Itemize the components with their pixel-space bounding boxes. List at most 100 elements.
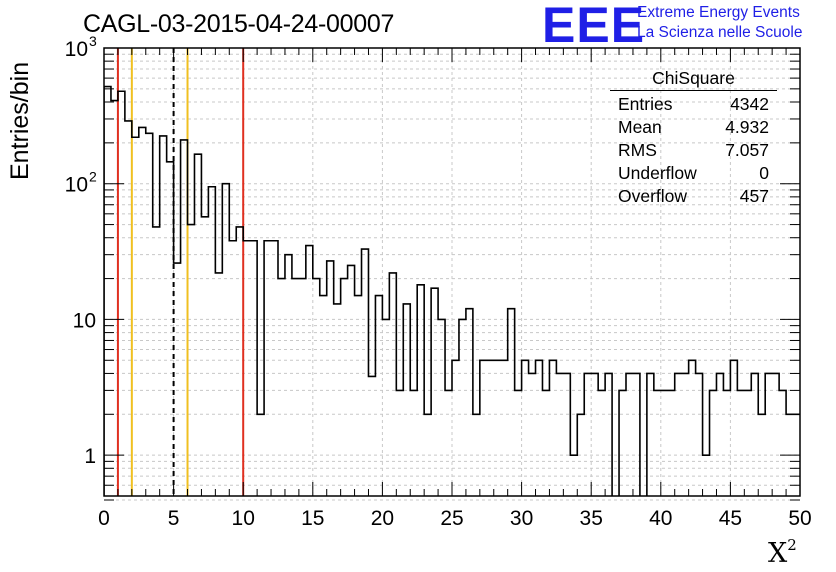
histogram-step-line: [104, 85, 800, 496]
histogram-bin: [459, 319, 466, 496]
histogram-bin: [529, 373, 536, 496]
histogram-bin: [257, 414, 264, 496]
histogram-bin: [619, 390, 626, 496]
histogram-bin: [737, 390, 744, 496]
chart-title: CAGL-03-2015-04-24-00007: [83, 10, 395, 38]
histogram-bin: [334, 304, 341, 496]
y-tick-exponent: 3: [89, 33, 97, 49]
x-tick-label: 15: [301, 507, 324, 530]
histogram-bin: [696, 373, 703, 496]
histogram-bin: [626, 373, 633, 496]
histogram-bin: [424, 414, 431, 496]
histogram-bin: [403, 304, 410, 496]
x-axis-label: X2: [768, 536, 797, 569]
histogram-bin: [445, 390, 452, 496]
histogram-bin: [730, 360, 737, 496]
histogram-bin: [229, 241, 236, 496]
stats-value: 0: [759, 163, 769, 183]
histogram-bin: [438, 319, 445, 496]
stats-title: ChiSquare: [610, 66, 777, 91]
y-tick-label: 10: [65, 174, 88, 197]
histogram-bin: [765, 373, 772, 496]
y-tick-label: 10: [65, 38, 88, 61]
histogram-bin: [480, 360, 487, 496]
x-tick-label: 5: [168, 507, 180, 530]
histogram-bin: [661, 390, 668, 496]
histogram-bin: [577, 414, 584, 496]
histogram-bin: [306, 246, 313, 496]
histogram-bin: [522, 360, 529, 496]
histogram-bin: [675, 373, 682, 496]
histogram-bin: [389, 273, 396, 496]
x-tick-label: 50: [788, 507, 811, 530]
histogram-bin: [222, 184, 229, 496]
histogram-bin: [375, 296, 382, 496]
histogram-bin: [549, 360, 556, 496]
y-tick-label: 10: [73, 309, 96, 332]
histogram-bin: [828, 414, 835, 496]
histogram-bin: [153, 227, 160, 496]
x-tick-label: 40: [649, 507, 672, 530]
stats-row-mean: Mean 4.932: [610, 116, 777, 139]
histogram-bin: [348, 265, 355, 496]
histogram-bin: [494, 360, 501, 496]
histogram-bin: [814, 414, 821, 496]
histogram-bin: [327, 261, 334, 496]
histogram-bin: [668, 390, 675, 496]
histogram-bin: [473, 414, 480, 496]
histogram-bin: [633, 373, 640, 496]
histogram-bin: [807, 390, 814, 496]
histogram-bin: [647, 373, 654, 496]
histogram-bin: [751, 373, 758, 496]
histogram-bin: [292, 279, 299, 496]
histogram-bin: [382, 319, 389, 496]
histogram-bin: [160, 136, 167, 496]
eee-logo-mark: EEE: [542, 0, 646, 53]
histogram-bin: [758, 414, 765, 496]
stats-row-entries: Entries 4342: [610, 93, 777, 116]
histogram-bin: [215, 273, 222, 496]
histogram-bin: [417, 285, 424, 496]
stats-row-overflow: Overflow 457: [610, 185, 777, 208]
histogram-bin: [111, 101, 118, 496]
stats-value: 7.057: [725, 140, 769, 160]
histogram-bin: [487, 360, 494, 496]
histogram-bin: [285, 255, 292, 496]
histogram-bin: [243, 241, 250, 496]
histogram-bin: [682, 373, 689, 496]
histogram-bin: [188, 225, 195, 496]
histogram-bin: [313, 279, 320, 496]
histogram-bin: [563, 373, 570, 496]
histogram-bin: [508, 309, 515, 496]
histogram-bin: [466, 309, 473, 496]
stats-label: RMS: [618, 140, 657, 160]
histogram-bin: [710, 390, 717, 496]
x-tick-label: 0: [98, 507, 110, 530]
histogram-bin: [125, 121, 132, 496]
histogram-bin: [542, 390, 549, 496]
histogram-bin: [396, 390, 403, 496]
x-tick-label: 10: [232, 507, 255, 530]
histogram-bin: [556, 373, 563, 496]
stats-value: 457: [739, 186, 769, 206]
histogram-bin: [201, 217, 208, 496]
histogram-bin: [703, 455, 710, 496]
y-tick-exponent: 2: [89, 169, 97, 185]
x-tick-label: 45: [719, 507, 742, 530]
x-tick-label: 25: [440, 507, 463, 530]
histogram-bin: [591, 373, 598, 496]
histogram-bars: [104, 85, 835, 496]
histogram-bin: [570, 455, 577, 496]
histogram-bin: [104, 87, 111, 496]
x-tick-label: 30: [510, 507, 533, 530]
histogram-bin: [250, 241, 257, 496]
x-tick-label: 20: [371, 507, 394, 530]
histogram-bin: [194, 154, 201, 496]
stats-label: Mean: [618, 117, 662, 137]
histogram-bin: [689, 360, 696, 496]
x-tick-label: 35: [580, 507, 603, 530]
histogram-bin: [515, 390, 522, 496]
histogram-bin: [264, 241, 271, 496]
